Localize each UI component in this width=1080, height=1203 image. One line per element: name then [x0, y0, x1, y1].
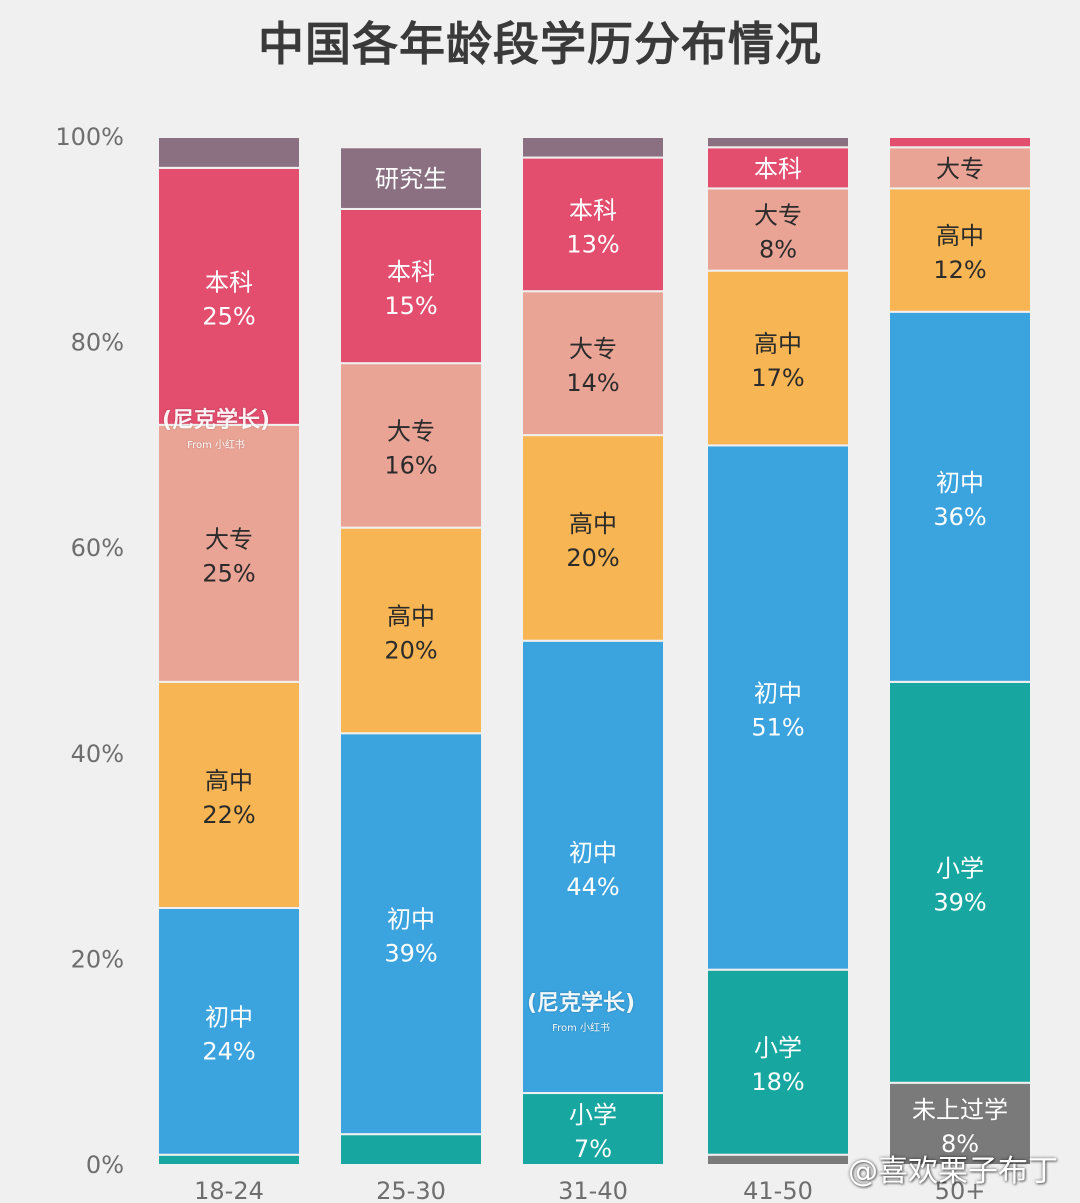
bar-segment: [339, 732, 483, 1136]
data-label-name: 初中: [569, 839, 617, 867]
x-category-label: 31-40: [558, 1177, 628, 1203]
data-label-name: 大专: [569, 335, 617, 363]
data-label-value: 20%: [566, 544, 619, 572]
bar-segment: [521, 1092, 665, 1167]
bar-segment: [706, 136, 850, 149]
data-label-name: 初中: [205, 1003, 253, 1031]
data-label-name: 研究生: [375, 165, 447, 193]
bar-segment: [157, 423, 301, 683]
data-label-value: 7%: [574, 1135, 612, 1163]
data-label-value: 25%: [202, 559, 255, 587]
y-tick-label: 60%: [71, 534, 124, 562]
bar-segment: [339, 1133, 483, 1167]
bar-segment: [157, 1153, 301, 1166]
data-label-value: 8%: [759, 236, 797, 264]
bar-segment: [521, 156, 665, 293]
bar-segment: [521, 136, 665, 159]
data-label-name: 高中: [205, 767, 253, 795]
bar-segment: [521, 290, 665, 437]
bar-segment: [706, 444, 850, 971]
data-label-name: 初中: [936, 469, 984, 497]
bar-segment: [888, 310, 1032, 683]
data-label-name: 小学: [936, 854, 984, 882]
logo-subtext: From 小红书: [187, 440, 246, 451]
data-label-name: 本科: [387, 258, 435, 286]
y-tick-label: 0%: [86, 1151, 124, 1179]
bar-segment: [157, 907, 301, 1156]
data-label-value: 39%: [933, 888, 986, 916]
data-label-name: 小学: [754, 1034, 802, 1062]
y-tick-label: 40%: [71, 740, 124, 768]
bar-segment: [339, 526, 483, 735]
data-label-value: 25%: [202, 302, 255, 330]
data-label-value: 44%: [566, 873, 619, 901]
logo-subtext: From 小红书: [552, 1023, 611, 1034]
x-category-label: 18-24: [194, 1177, 264, 1203]
bar-segment: [157, 680, 301, 910]
data-label-name: 未上过学: [912, 1096, 1008, 1124]
x-category-label: 25-30: [376, 1177, 446, 1203]
bar-segment: [888, 1081, 1032, 1167]
data-label-value: 36%: [933, 503, 986, 531]
x-category-label: 41-50: [743, 1177, 813, 1203]
logo-watermark: (尼克学长) From 小红书: [527, 985, 635, 1034]
data-label-value: 51%: [751, 714, 804, 742]
bar-segment: [888, 680, 1032, 1084]
data-label-value: 22%: [202, 801, 255, 829]
data-label-name: 本科: [754, 155, 802, 183]
bar-segment: [339, 207, 483, 365]
data-label-value: 24%: [202, 1037, 255, 1065]
data-label-value: 14%: [566, 369, 619, 397]
data-label-name: 高中: [569, 510, 617, 538]
data-label-value: 12%: [933, 256, 986, 284]
data-label-value: 20%: [384, 636, 437, 664]
logo-text: (尼克学长): [162, 408, 271, 433]
data-label-value: 39%: [384, 940, 437, 968]
data-label-name: 初中: [754, 680, 802, 708]
x-category-label: 50+: [935, 1177, 986, 1203]
logo-text: (尼克学长): [527, 991, 636, 1016]
bar-segment: [521, 639, 665, 1095]
data-label-value: 17%: [751, 364, 804, 392]
data-label-name: 小学: [569, 1101, 617, 1129]
data-label-name: 高中: [754, 330, 802, 358]
bar-segment: [706, 1153, 850, 1166]
y-tick-label: 20%: [71, 945, 124, 973]
data-label-name: 初中: [387, 906, 435, 934]
logo-watermark: (尼克学长) From 小红书: [162, 402, 270, 451]
data-label-value: 13%: [566, 230, 619, 258]
account-watermark: @喜欢栗子布丁: [848, 1154, 1058, 1189]
bar-segment: [339, 146, 483, 210]
data-label-name: 高中: [936, 222, 984, 250]
bar-segment: [706, 269, 850, 447]
bar-segment: [157, 136, 301, 169]
data-label-name: 大专: [754, 202, 802, 230]
bar-segment: [888, 187, 1032, 313]
data-label-value: 8%: [941, 1130, 979, 1158]
y-tick-label: 100%: [55, 123, 124, 151]
bar-segment: [521, 434, 665, 642]
y-tick-label: 80%: [71, 329, 124, 357]
data-label-name: 本科: [205, 268, 253, 296]
data-label-value: 15%: [384, 292, 437, 320]
data-label-name: 本科: [569, 196, 617, 224]
data-label-value: 18%: [751, 1068, 804, 1096]
data-label-name: 高中: [387, 602, 435, 630]
data-label-name: 大专: [387, 417, 435, 445]
data-label-name: 大专: [205, 525, 253, 553]
bar-segment: [888, 136, 1032, 149]
data-label-name: 大专: [936, 155, 984, 183]
bar-segment: [157, 166, 301, 426]
chart-title: 中国各年龄段学历分布情况: [258, 17, 822, 71]
data-label-value: 16%: [384, 451, 437, 479]
